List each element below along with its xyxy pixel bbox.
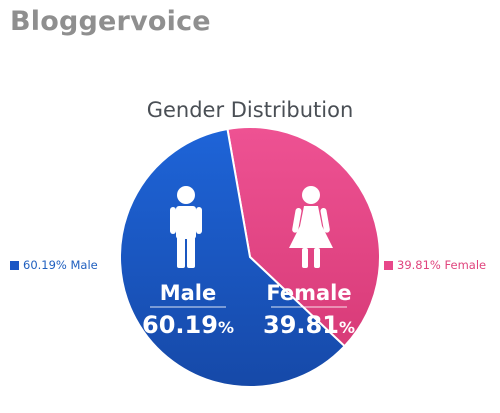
pie-slice-male [119,127,347,388]
female-figure-icon [289,186,333,268]
legend-swatch-female [384,260,393,270]
brand-logo: Bloggervoice [10,6,211,37]
legend-label-female: 39.81% Female [397,258,487,272]
legend-item-male: 60.19% Male [10,258,98,272]
legend-swatch-male [10,260,19,270]
legend-label-male: 60.19% Male [23,258,98,272]
male-figure-icon [170,186,202,268]
legend-item-female: 39.81% Female [384,258,486,272]
slice-label-female: Female [266,281,351,305]
slice-label-male: Male [160,281,217,305]
slice-value-female: 39.81% [263,311,355,339]
chart-title: Gender Distribution [146,98,354,122]
slice-value-male: 60.19% [142,311,234,339]
